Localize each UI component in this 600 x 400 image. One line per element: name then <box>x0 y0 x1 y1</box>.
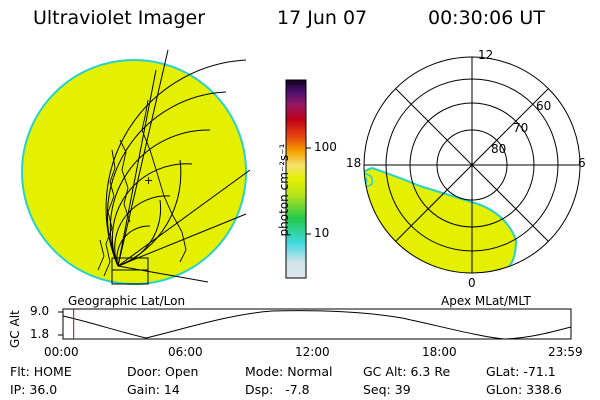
observation-time: 00:30:06 UT <box>428 7 545 29</box>
time-tick-0600: 06:00 <box>168 345 203 359</box>
status-mode: Mode: Normal <box>245 364 333 379</box>
altitude-curve <box>62 310 572 340</box>
mlt-label-0: 0 <box>468 276 476 290</box>
time-tick-2359: 23:59 <box>548 345 583 359</box>
observation-date: 17 Jun 07 <box>277 7 368 29</box>
coastline <box>97 99 187 277</box>
time-tick-0000: 00:00 <box>44 345 79 359</box>
status-ip: IP: 36.0 <box>10 382 58 397</box>
altitude-tick-high: 9.0 <box>30 304 50 318</box>
mlt-label-12: 12 <box>478 48 494 62</box>
coast-marker: + <box>144 174 153 187</box>
geographic-map-caption: Geographic Lat/Lon <box>68 294 186 308</box>
status-seq: Seq: 39 <box>363 382 411 397</box>
colorbar-tick-100: 100 <box>314 140 337 154</box>
status-filter: Flt: HOME <box>10 364 72 379</box>
time-tick-1200: 12:00 <box>295 345 330 359</box>
status-dsp: Dsp: -7.8 <box>245 382 310 397</box>
time-tick-1800: 18:00 <box>422 345 457 359</box>
status-gain: Gain: 14 <box>127 382 180 397</box>
mlt-label-6: 6 <box>578 156 586 170</box>
mlat-label-60: 60 <box>536 99 552 113</box>
status-door: Door: Open <box>127 364 199 379</box>
geographic-grid <box>105 49 251 285</box>
mlt-label-18: 18 <box>346 156 362 170</box>
status-glon: GLon: 338.6 <box>486 382 562 397</box>
mlat-label-70: 70 <box>513 121 529 135</box>
colorbar-gradient <box>285 79 307 279</box>
colorbar-tick-10: 10 <box>314 226 330 240</box>
altitude-axis-label: GC Alt <box>8 310 22 348</box>
polar-grid <box>363 56 581 274</box>
altitude-tick-low: 1.8 <box>30 327 50 341</box>
instrument-title: Ultraviolet Imager <box>33 7 206 29</box>
mlat-label-80: 80 <box>491 142 507 156</box>
status-gc-alt: GC Alt: 6.3 Re <box>363 364 451 379</box>
status-glat: GLat: -71.1 <box>486 364 556 379</box>
polar-map-caption: Apex MLat/MLT <box>441 294 531 308</box>
